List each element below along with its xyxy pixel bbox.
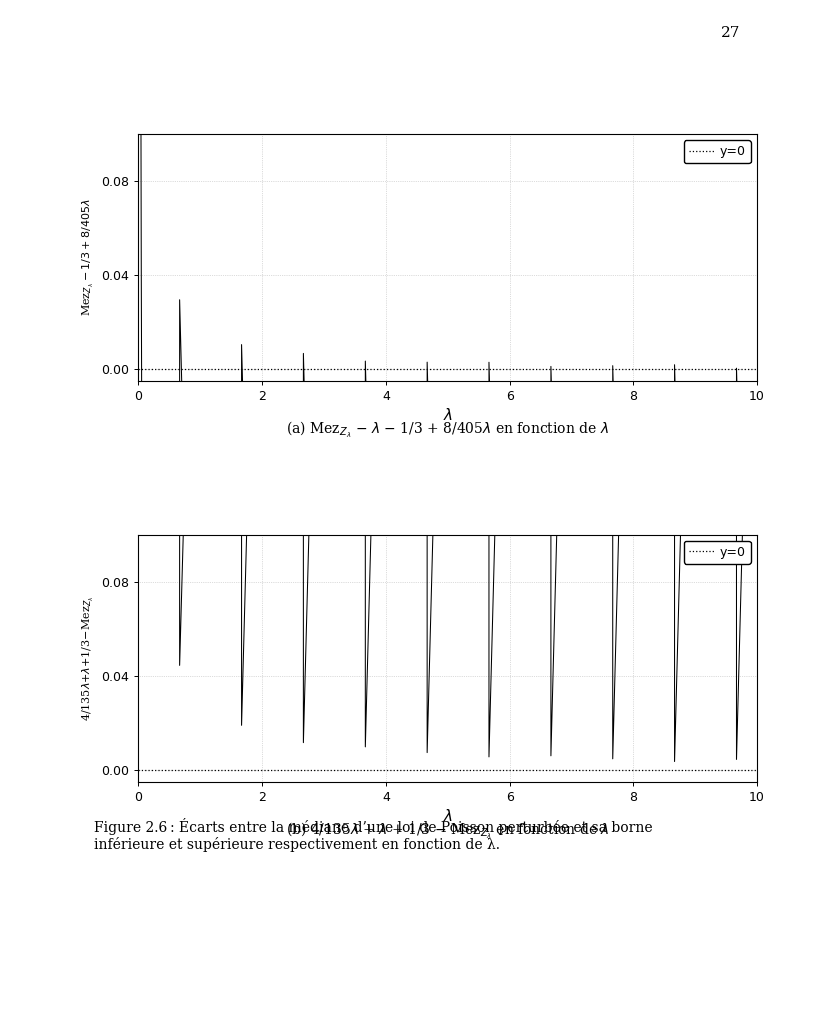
Y-axis label: Mez$_{Z_\lambda}-1/3+8/405\lambda$: Mez$_{Z_\lambda}-1/3+8/405\lambda$ <box>81 199 96 316</box>
y=0 <box>195 363 205 376</box>
Legend: y=0: y=0 <box>684 541 751 564</box>
X-axis label: $\lambda$: $\lambda$ <box>443 808 453 824</box>
Legend: y=0: y=0 <box>684 140 751 163</box>
Text: Figure 2.6 : Écarts entre la médiane d’une loi de Poisson perturbée et sa borne
: Figure 2.6 : Écarts entre la médiane d’u… <box>94 818 652 852</box>
Text: (a) Mez$_{Z_\lambda}$ $-$ $\lambda$ $-$ 1/3 + 8/405$\lambda$ en fonction de $\la: (a) Mez$_{Z_\lambda}$ $-$ $\lambda$ $-$ … <box>287 420 609 440</box>
Text: 27: 27 <box>721 26 741 40</box>
y=0 <box>133 363 143 376</box>
y=0 <box>133 765 143 777</box>
Text: (b) 4/135$\lambda$ + $\lambda$ + 1/3 $-$ Mez$_{Z_\lambda}$ en fonction de $\lamb: (b) 4/135$\lambda$ + $\lambda$ + 1/3 $-$… <box>286 821 610 842</box>
Y-axis label: 4/135$\lambda$+$\lambda$+1/3$-$Mez$_{Z_\lambda}$: 4/135$\lambda$+$\lambda$+1/3$-$Mez$_{Z_\… <box>81 596 96 721</box>
X-axis label: $\lambda$: $\lambda$ <box>443 407 453 423</box>
y=0 <box>195 765 205 777</box>
